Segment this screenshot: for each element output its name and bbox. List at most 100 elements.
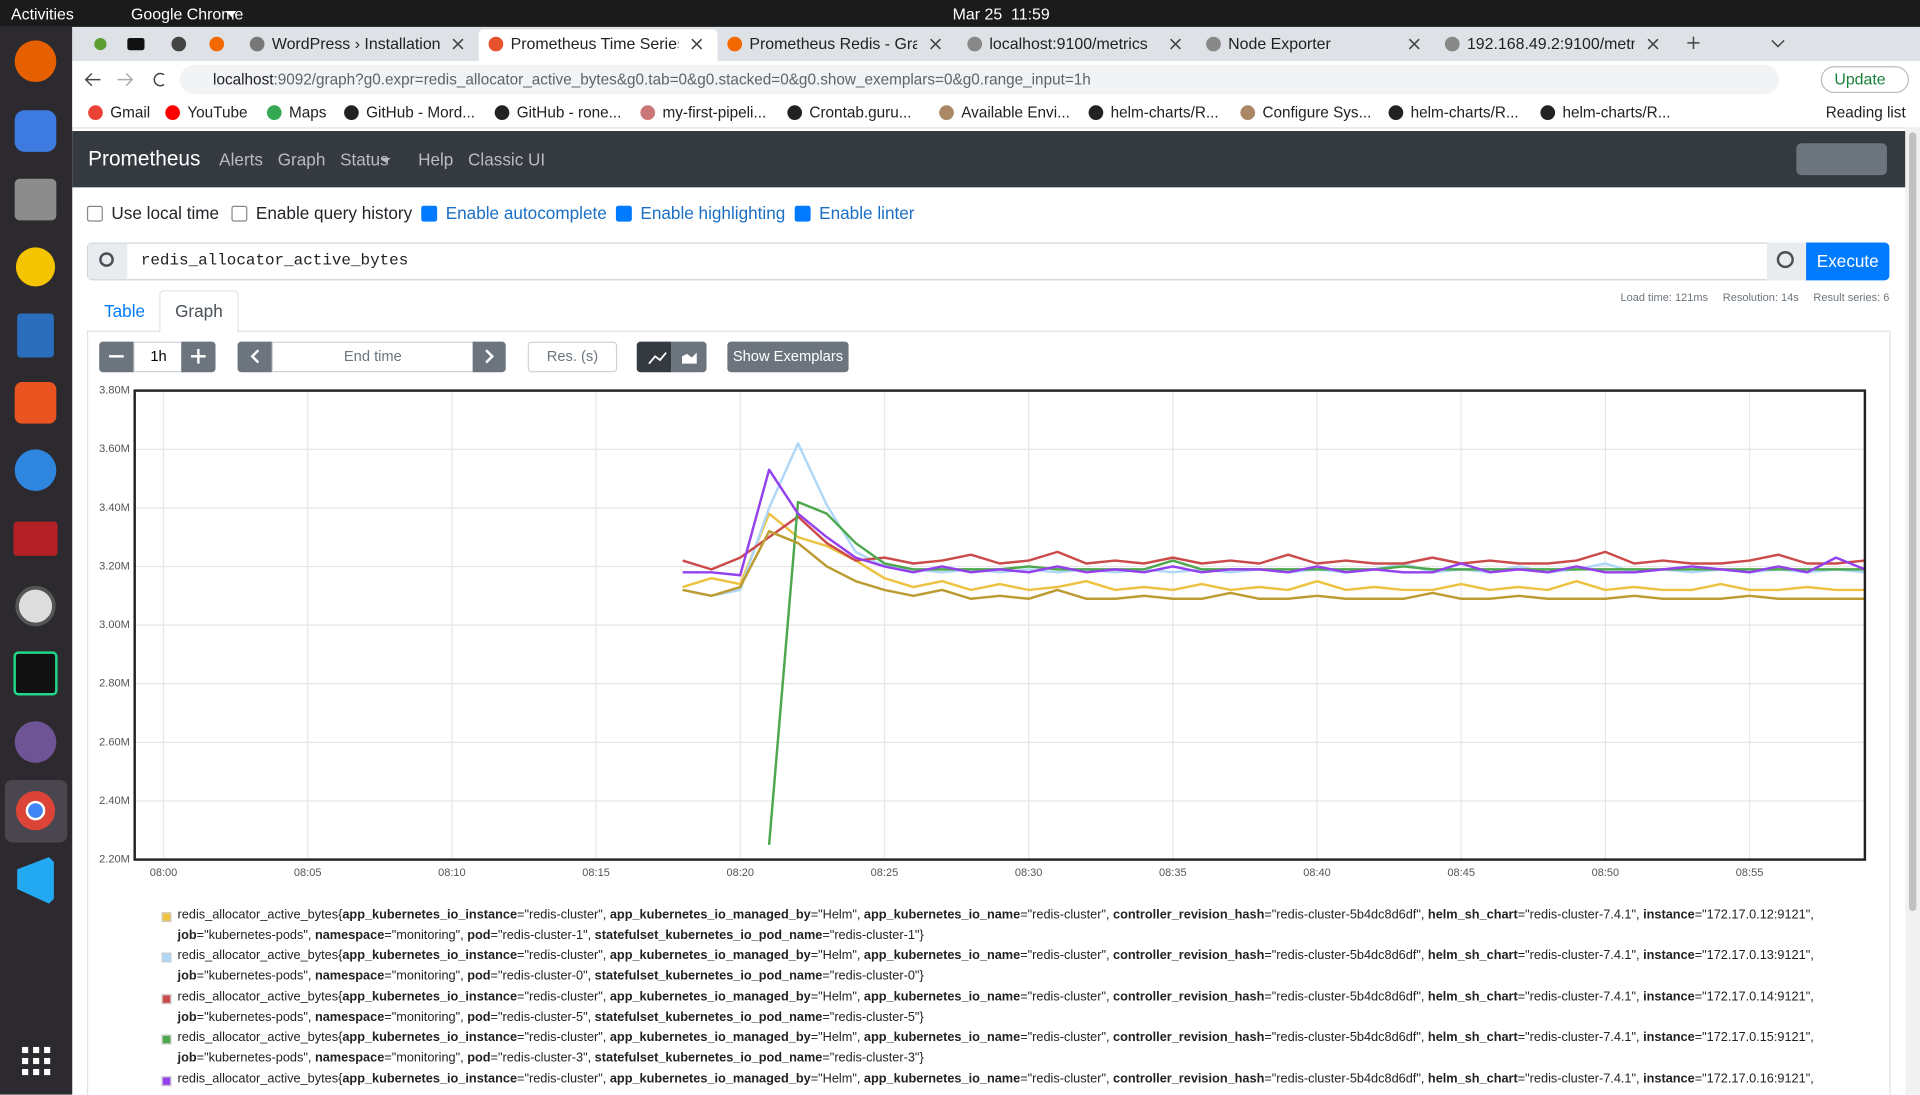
area-icon [682, 352, 697, 364]
checkbox-label[interactable]: Enable query history [255, 203, 413, 223]
label-value: ="redis-cluster-0"} [822, 969, 924, 984]
tab[interactable]: Graph [175, 301, 223, 321]
nav-link[interactable]: Status [340, 149, 389, 169]
help-icon[interactable] [14, 449, 57, 492]
mail-icon[interactable] [14, 110, 57, 152]
url-host: localhost [213, 71, 274, 89]
legend-text[interactable]: redis_allocator_active_bytes{app_kuberne… [178, 949, 1814, 962]
label-value: ="Helm", [810, 949, 864, 963]
legend-text[interactable]: redis_allocator_active_bytes{app_kuberne… [178, 909, 1814, 922]
label-value: ="redis-cluster", [517, 1072, 610, 1086]
bookmark[interactable]: GitHub - rone... [516, 104, 622, 122]
label-name: helm_sh_chart [1427, 990, 1518, 1004]
address-bar[interactable] [180, 64, 1780, 95]
globe-button[interactable] [1766, 242, 1807, 281]
tab-strip [72, 26, 1920, 62]
browser-tab[interactable]: Node Exporter [1228, 34, 1331, 53]
brand[interactable]: Prometheus [88, 146, 201, 171]
files-icon[interactable] [14, 178, 57, 221]
query[interactable]: redis_allocator_active_bytes [140, 251, 409, 270]
browser-tab[interactable]: WordPress › Installation [271, 34, 440, 53]
next-button[interactable] [472, 341, 506, 373]
bookmark[interactable]: Available Envi... [961, 104, 1070, 122]
legend-text[interactable]: redis_allocator_active_bytes{app_kuberne… [178, 1031, 1814, 1044]
checkbox[interactable] [794, 205, 811, 222]
nav-link[interactable]: Graph [277, 149, 326, 169]
bookmark[interactable]: Crontab.guru... [809, 104, 912, 122]
search-icon[interactable] [15, 585, 56, 627]
label-name: namespace [314, 929, 385, 943]
bookmark[interactable]: Gmail [110, 104, 151, 122]
browser-tab[interactable]: Prometheus Time Series C [510, 34, 679, 53]
pinned-tabs[interactable] [94, 36, 225, 52]
resolution[interactable]: Res. (s) [527, 341, 618, 373]
label-name: instance [1643, 908, 1695, 923]
globe-glyph [1776, 251, 1794, 269]
apps-grid[interactable] [22, 1046, 51, 1076]
terminal-icon[interactable] [13, 521, 58, 556]
label-value: ="redis-cluster-5b4dc8d6df", [1264, 1031, 1428, 1045]
legend-text[interactable]: job="kubernetes-pods", namespace="monito… [178, 929, 924, 942]
checkbox[interactable] [421, 205, 438, 222]
checkbox-label[interactable]: Enable highlighting [640, 203, 786, 223]
tab-favicon [249, 36, 265, 52]
theme-switch[interactable] [1796, 143, 1887, 176]
activities[interactable]: Activities [11, 4, 74, 24]
panel [86, 330, 1891, 1095]
checkbox-label[interactable]: Enable linter [819, 203, 915, 223]
show-exemplars[interactable]: Show Exemplars [727, 341, 849, 373]
reading-list[interactable]: Reading list [1825, 104, 1906, 122]
app-menu[interactable]: Google Chrome [131, 4, 244, 24]
legend-text[interactable]: job="kubernetes-pods", namespace="monito… [178, 1052, 924, 1065]
bookmark[interactable]: Configure Sys... [1262, 104, 1372, 122]
bookmark[interactable]: helm-charts/R... [1410, 104, 1519, 122]
bookmark-icon [344, 105, 359, 120]
nav-icons[interactable] [84, 36, 1785, 87]
label-name: namespace [314, 1051, 385, 1066]
bookmark-icon [494, 105, 510, 120]
firefox-icon[interactable] [14, 40, 57, 83]
execute-button[interactable]: Execute [1806, 242, 1890, 281]
legend-text[interactable]: redis_allocator_active_bytes{app_kuberne… [178, 990, 1814, 1003]
legend-text[interactable]: redis_allocator_active_bytes{app_kuberne… [178, 1072, 1814, 1085]
tab-close [691, 38, 703, 50]
bookmark[interactable]: helm-charts/R... [1110, 104, 1219, 122]
bookmark-icon [1540, 105, 1556, 120]
browser-tab[interactable]: Prometheus Redis - Grafa [749, 34, 918, 53]
bookmark[interactable]: helm-charts/R... [1562, 104, 1671, 122]
checkbox[interactable] [86, 205, 103, 222]
nav-link[interactable]: Classic UI [468, 149, 546, 169]
nav-link[interactable]: Help [418, 149, 454, 169]
vscode-icon[interactable] [17, 857, 54, 904]
label-name: job [177, 969, 197, 984]
label-name: pod [467, 969, 491, 984]
music-icon[interactable] [15, 247, 56, 287]
writer-icon[interactable] [17, 313, 54, 358]
legend-text[interactable]: job="kubernetes-pods", namespace="monito… [178, 970, 924, 983]
bookmark[interactable]: Maps [288, 104, 327, 122]
legend-text[interactable]: job="kubernetes-pods", namespace="monito… [178, 1011, 924, 1024]
x-tick-label: 08:15 [582, 867, 610, 879]
nav-link[interactable]: Alerts [219, 149, 264, 169]
bookmark[interactable]: my-first-pipeli... [662, 104, 767, 122]
label-name: app_kubernetes_io_name [863, 908, 1021, 923]
checkbox-label[interactable]: Use local time [111, 203, 220, 223]
github-icon[interactable] [14, 721, 57, 763]
checkbox-label[interactable]: Enable autocomplete [445, 203, 607, 223]
update-button[interactable]: Update [1820, 66, 1909, 94]
bookmark[interactable]: GitHub - Mord... [366, 104, 476, 122]
checkbox[interactable] [231, 205, 248, 222]
software-icon[interactable] [14, 382, 57, 424]
label-name: app_kubernetes_io_managed_by [609, 990, 811, 1004]
browser-tab[interactable]: localhost:9100/metrics [989, 34, 1148, 53]
bookmark[interactable]: YouTube [187, 104, 248, 122]
tab[interactable]: Table [104, 301, 146, 321]
pycharm-icon[interactable] [13, 651, 58, 696]
browser-tab[interactable]: 192.168.49.2:9100/metric [1466, 34, 1635, 53]
top-bar [0, 0, 1920, 27]
label-value: ="redis-cluster-7.4.1", [1517, 1072, 1644, 1086]
prev-button[interactable] [237, 341, 272, 373]
scroll-thumb[interactable] [1908, 132, 1917, 912]
checkbox[interactable] [615, 205, 632, 222]
clock[interactable]: Mar 25 11:59 [952, 4, 1050, 24]
